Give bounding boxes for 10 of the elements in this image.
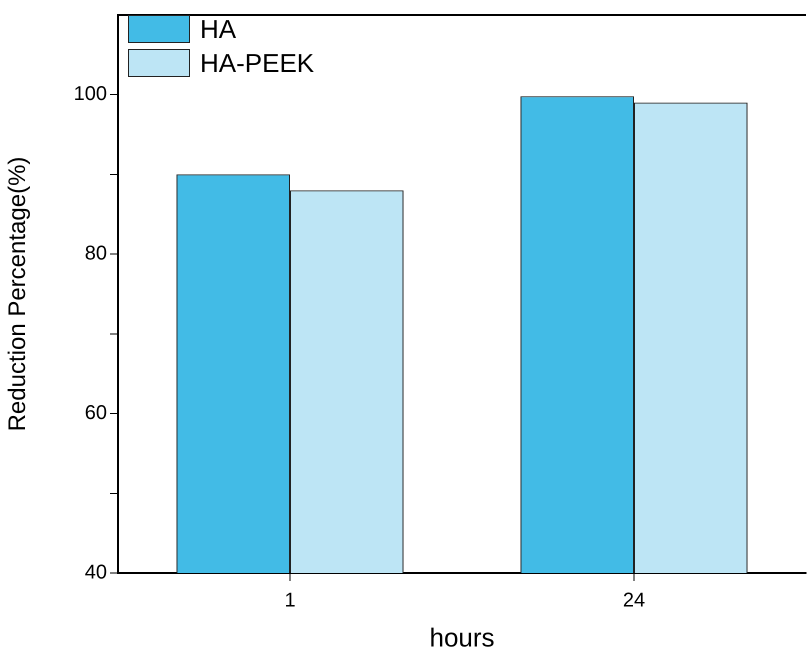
y-tick-label: 40 <box>84 562 107 584</box>
y-axis-title: Reduction Percentage(%) <box>4 156 32 432</box>
y-tick-label: 80 <box>84 242 107 265</box>
legend-label: HA <box>200 14 236 44</box>
x-axis-title: hours <box>429 622 495 653</box>
x-tick-label: 24 <box>622 590 646 612</box>
y-tick-label: 100 <box>74 83 107 106</box>
x-tick-label: 1 <box>284 590 296 612</box>
legend-label: HA-PEEK <box>200 48 314 78</box>
y-tick-label: 60 <box>84 402 107 424</box>
